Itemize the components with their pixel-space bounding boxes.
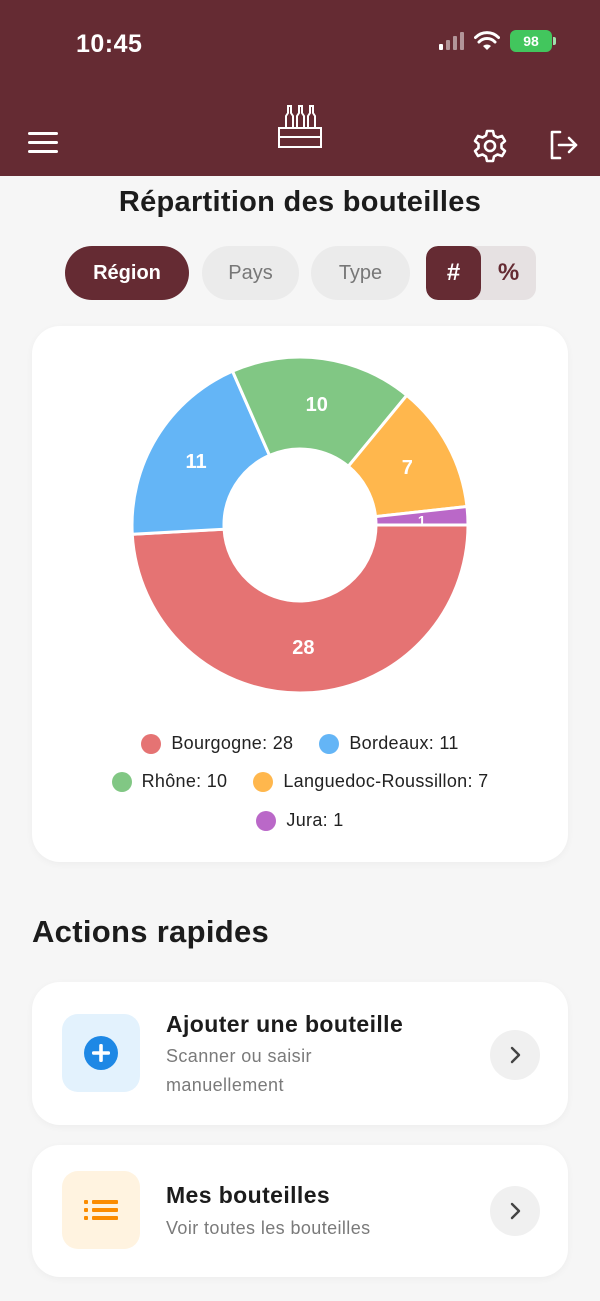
battery-indicator: 98 <box>510 30 556 52</box>
slice-rhone[interactable] <box>230 355 409 469</box>
legend-dot <box>319 733 340 754</box>
wifi-icon <box>474 31 500 50</box>
logout-icon[interactable] <box>547 129 579 161</box>
tab-region[interactable]: Région <box>65 246 189 300</box>
add-bottle-title: Ajouter une bouteille <box>166 1011 404 1037</box>
my-bottles-icon-box <box>62 1171 140 1249</box>
legend-item-languedoc: Languedoc-Roussillon: 7 <box>253 771 488 792</box>
slice-value-label: 1 <box>418 512 426 528</box>
chevron-right-icon[interactable] <box>490 1030 540 1080</box>
wine-crate-icon <box>278 105 322 148</box>
donut-chart: 28 11 10 7 1 <box>130 355 470 695</box>
list-icon <box>84 1200 118 1220</box>
add-bottle-subtitle: Scanner ou saisir manuellement <box>166 1046 312 1095</box>
slice-value-label: 10 <box>306 394 328 416</box>
slice-value-label: 11 <box>185 451 206 473</box>
chevron-right-glyph <box>510 1046 521 1064</box>
legend-label: Jura: 1 <box>286 810 344 830</box>
legend-dot <box>253 771 274 792</box>
legend-label: Bordeaux: 11 <box>349 733 459 753</box>
legend-label: Languedoc-Roussillon: 7 <box>283 771 489 791</box>
legend-label: Rhône: 10 <box>141 771 228 791</box>
status-time: 10:45 <box>76 30 143 58</box>
slice-bourgogne[interactable] <box>130 523 470 695</box>
page-title: Répartition des bouteilles <box>118 186 482 218</box>
legend-item-rhone: Rhône: 10 <box>111 771 228 792</box>
my-bottles-card[interactable]: Mes bouteilles Voir toutes les bouteille… <box>32 1145 568 1277</box>
percent-mode-button[interactable]: % <box>497 259 520 286</box>
tab-pays[interactable]: Pays <box>202 246 299 300</box>
chevron-right-icon[interactable] <box>490 1186 540 1236</box>
legend-dot <box>256 810 277 831</box>
slice-jura[interactable] <box>373 504 470 527</box>
battery-level: 98 <box>523 33 539 49</box>
legend-row: Jura: 1 <box>32 810 568 831</box>
slice-bordeaux[interactable] <box>130 369 272 536</box>
add-bottle-icon-box <box>62 1014 140 1092</box>
legend-row: Rhône: 10 Languedoc-Roussillon: 7 <box>32 771 568 792</box>
hamburger-menu-icon[interactable] <box>28 132 58 158</box>
legend-dot <box>111 771 132 792</box>
status-icons: 98 <box>439 30 556 52</box>
count-mode-button[interactable]: # <box>426 246 481 300</box>
my-bottles-subtitle: Voir toutes les bouteilles <box>166 1218 371 1238</box>
gear-icon[interactable] <box>472 128 508 164</box>
legend-item-bourgogne: Bourgogne: 28 <box>141 733 293 754</box>
tab-type[interactable]: Type <box>311 246 410 300</box>
legend-row: Bourgogne: 28 Bordeaux: 11 <box>32 733 568 754</box>
legend-item-bordeaux: Bordeaux: 11 <box>319 733 458 754</box>
cellular-signal-icon <box>439 32 464 50</box>
legend-item-jura: Jura: 1 <box>256 810 343 831</box>
chevron-right-glyph <box>510 1202 521 1220</box>
my-bottles-title: Mes bouteilles <box>166 1182 331 1208</box>
add-circle-icon <box>84 1036 118 1070</box>
slice-value-label: 7 <box>402 457 413 479</box>
add-bottle-card[interactable]: Ajouter une bouteille Scanner ou saisir … <box>32 982 568 1125</box>
quick-actions-title: Actions rapides <box>32 914 270 949</box>
app-header: 10:45 98 <box>0 0 600 176</box>
legend-dot <box>141 733 162 754</box>
slice-value-label: 28 <box>292 637 314 659</box>
display-mode-toggle: # % <box>426 246 536 300</box>
legend-label: Bourgogne: 28 <box>171 733 294 753</box>
chart-card: 28 11 10 7 1 Bourgogne: 28 Bordeaux: 11 Rhôn… <box>32 326 568 862</box>
